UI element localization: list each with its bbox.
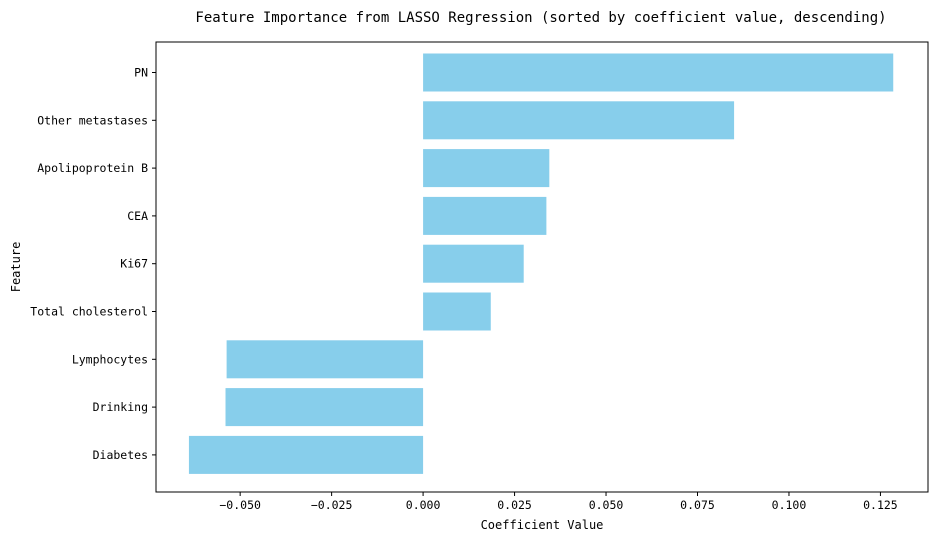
x-tick-label-3: 0.025 bbox=[497, 498, 532, 512]
y-axis-label: Feature bbox=[9, 242, 23, 293]
bar-total-cholesterol bbox=[423, 292, 491, 331]
bars-group bbox=[188, 53, 894, 474]
bar-lymphocytes bbox=[226, 340, 424, 379]
x-tick-label-5: 0.075 bbox=[680, 498, 715, 512]
plot-frame bbox=[155, 41, 929, 493]
bar-other-metastases bbox=[423, 101, 735, 140]
x-tick-label-6: 0.100 bbox=[772, 498, 807, 512]
y-tick-label-pn: PN bbox=[134, 66, 148, 80]
bar-pn bbox=[423, 53, 894, 92]
x-tick-label-2: 0.000 bbox=[406, 498, 441, 512]
x-axis: −0.050 −0.025 0.000 0.025 0.050 0.075 0.100 0.1… bbox=[219, 492, 898, 512]
y-tick-label-total-cholesterol: Total cholesterol bbox=[30, 305, 148, 319]
chart-title: Feature Importance from LASSO Regression… bbox=[195, 10, 886, 26]
y-tick-label-other-metastases: Other metastases bbox=[37, 113, 148, 127]
x-axis-label: Coefficient Value bbox=[481, 518, 604, 532]
bar-diabetes bbox=[188, 435, 424, 474]
y-tick-label-apolipoprotein-b: Apolipoprotein B bbox=[37, 161, 148, 175]
x-tick-label-0: −0.050 bbox=[219, 498, 261, 512]
y-tick-label-cea: CEA bbox=[127, 209, 148, 223]
y-tick-label-lymphocytes: Lymphocytes bbox=[72, 352, 148, 366]
x-tick-label-7: 0.125 bbox=[863, 498, 898, 512]
bar-cea bbox=[423, 196, 547, 235]
x-tick-label-1: −0.025 bbox=[311, 498, 353, 512]
bar-ki67 bbox=[423, 244, 524, 283]
y-axis: PN Other metastases Apolipoprotein B CEA Ki6… bbox=[30, 66, 156, 462]
bar-drinking bbox=[225, 388, 424, 427]
y-tick-label-drinking: Drinking bbox=[93, 400, 148, 414]
x-tick-label-4: 0.050 bbox=[589, 498, 624, 512]
y-tick-label-ki67: Ki67 bbox=[120, 257, 148, 271]
y-tick-label-diabetes: Diabetes bbox=[93, 448, 148, 462]
bar-apolipoprotein-b bbox=[423, 149, 550, 188]
